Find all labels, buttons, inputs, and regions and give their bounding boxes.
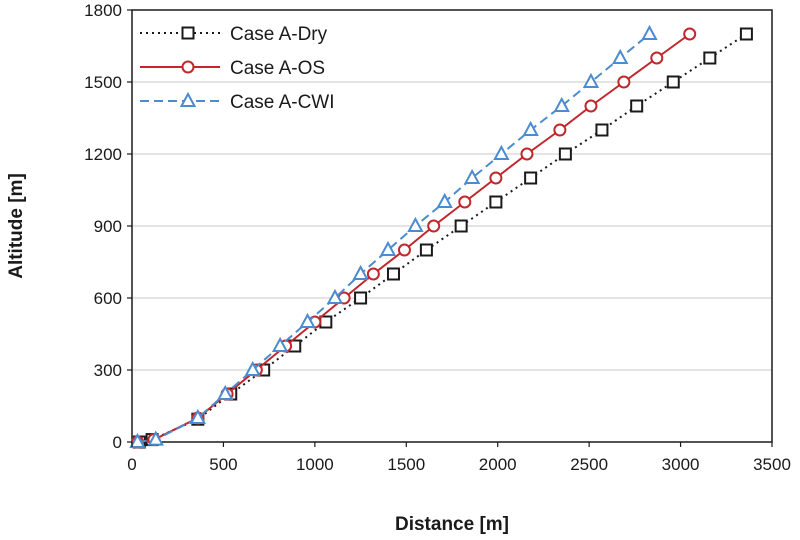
data-point [386, 267, 400, 281]
x-tick-label: 0 [127, 455, 136, 474]
data-point [147, 430, 164, 446]
legend-marker [181, 60, 195, 74]
y-tick-label: 0 [113, 433, 122, 452]
data-point [630, 99, 644, 113]
data-point [558, 147, 572, 161]
data-point [366, 267, 380, 281]
y-tick-label: 1800 [84, 1, 122, 20]
series-line [137, 33, 651, 443]
data-point [595, 123, 609, 137]
data-point [524, 171, 538, 185]
data-point [217, 384, 234, 400]
legend: Case A-Dry Case A-OS Case A-CWI [140, 24, 335, 113]
data-point [463, 168, 481, 184]
data-point [319, 315, 333, 329]
data-point [553, 96, 570, 112]
tick-layer: 0 500 1000 1500 2000 2500 3000 3500 0 300 600 900 12… [84, 1, 791, 474]
data-point [244, 360, 261, 376]
x-tick-label: 1000 [296, 455, 334, 474]
legend-label: Case A-OS [230, 58, 325, 79]
data-point [354, 291, 368, 305]
data-point [489, 195, 503, 209]
y-axis-title: Altitude [m] [6, 173, 27, 279]
x-tick-label: 500 [209, 455, 237, 474]
data-point [582, 72, 600, 88]
x-tick-label: 3500 [753, 455, 791, 474]
data-point [436, 192, 453, 208]
x-tick-label: 2500 [570, 455, 608, 474]
x-tick-label: 3000 [662, 455, 700, 474]
data-point [520, 147, 534, 161]
data-point [397, 243, 411, 257]
y-tick-label: 1200 [84, 145, 122, 164]
data-point [454, 219, 468, 233]
data-point [419, 243, 433, 257]
legend-label: Case A-CWI [230, 92, 335, 113]
data-point [683, 27, 697, 41]
series-layer [129, 24, 753, 449]
data-point [379, 240, 397, 256]
data-point [739, 27, 753, 41]
legend-marker [181, 26, 195, 40]
data-point [326, 288, 344, 304]
y-tick-label: 600 [94, 289, 122, 308]
data-point [189, 408, 207, 424]
data-point [489, 171, 503, 185]
legend-label: Case A-Dry [230, 24, 328, 45]
series-group-1 [130, 27, 697, 449]
y-tick-label: 300 [94, 361, 122, 380]
data-point [299, 312, 316, 328]
data-point [553, 123, 567, 137]
data-point [641, 24, 658, 40]
data-point [407, 216, 424, 232]
data-point [612, 48, 629, 64]
data-point [129, 432, 146, 448]
y-tick-label: 900 [94, 217, 122, 236]
series-group-2 [129, 24, 658, 448]
data-point [703, 51, 717, 65]
series-group-0 [132, 27, 753, 449]
data-point [458, 195, 472, 209]
data-point [352, 264, 369, 280]
legend-marker [179, 91, 197, 107]
data-point [617, 75, 631, 89]
y-tick-label: 1500 [84, 73, 122, 92]
grid-layer [132, 81, 772, 371]
data-point [271, 336, 289, 352]
data-point [493, 144, 510, 160]
data-point [666, 75, 680, 89]
data-point [650, 51, 664, 65]
data-point [584, 99, 598, 113]
x-axis-title: Distance [m] [395, 514, 509, 535]
data-point [427, 219, 441, 233]
data-point [522, 120, 539, 136]
x-tick-label: 2000 [479, 455, 517, 474]
series-line [137, 33, 691, 443]
x-tick-label: 1500 [387, 455, 425, 474]
